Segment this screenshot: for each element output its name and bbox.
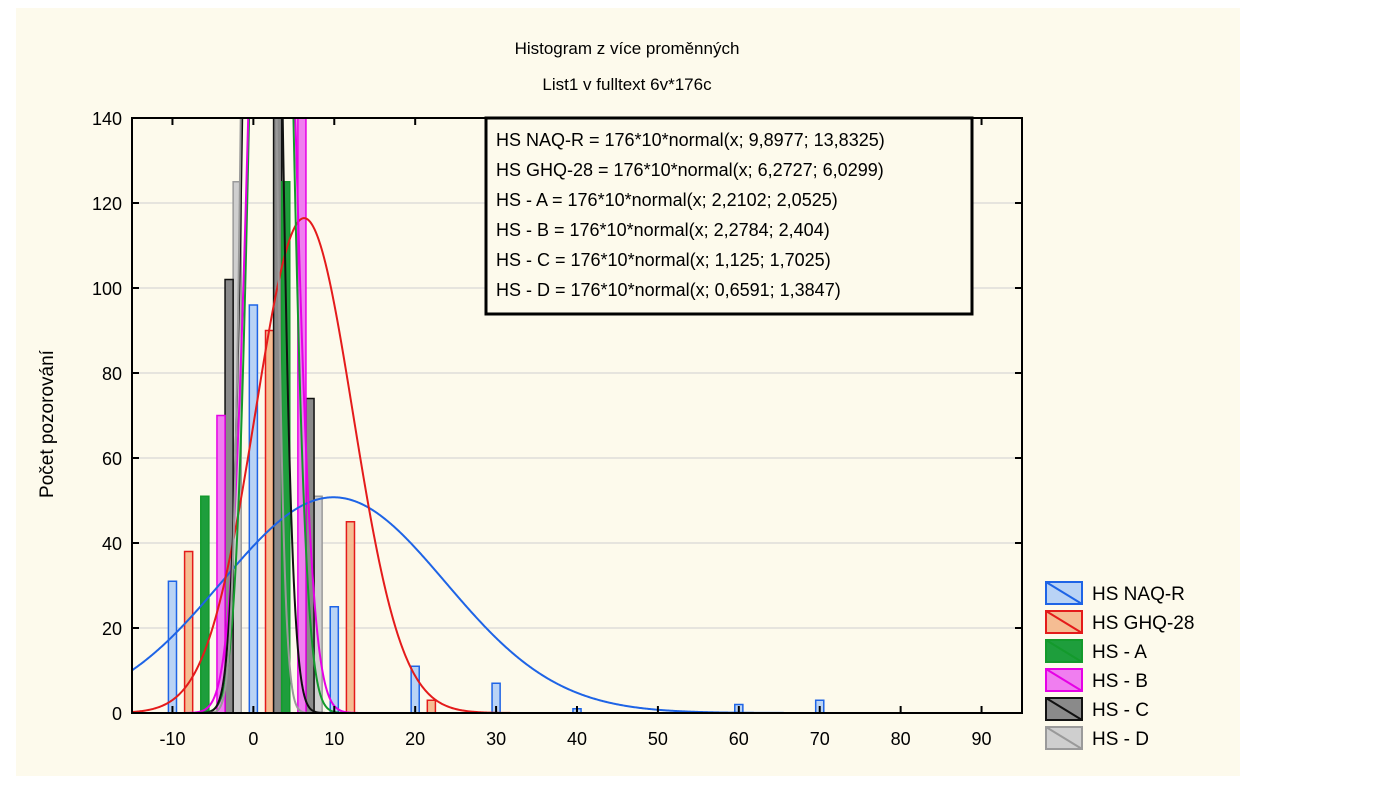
x-tick-label: 40 [567,729,587,749]
y-tick-label: 120 [92,194,122,214]
legend-label: HS GHQ-28 [1092,613,1194,634]
fit-curve [132,496,1022,713]
legend-swatch-line [1045,610,1083,634]
histogram-bar [410,665,420,714]
chart-subtitle: List1 v fulltext 6v*176c [542,75,712,94]
fit-curve [132,118,1022,713]
x-tick-label: 90 [972,729,992,749]
legend-item-hs-ghq-28: HS GHQ-28 [1045,610,1194,634]
histogram-bar [183,550,194,714]
legend-item-hs-d: HS - D [1045,726,1149,750]
axis-ticks: 0 20 40 60 80 100 120 140 -10 0 10 20 30 40 50 60 70 80 90 [92,109,1022,749]
formula-box: HS NAQ-R = 176*10*normal(x; 9,8977; 13,8… [484,116,974,316]
legend-swatch-line [1045,581,1083,605]
formula-hs-naq-r: HS NAQ-R = 176*10*normal(x; 9,8977; 13,8… [496,130,885,150]
histogram-bar [264,329,275,714]
legend-item-hs-c: HS - C [1045,697,1149,721]
formula-hs-ghq-28: HS GHQ-28 = 176*10*normal(x; 6,2727; 6,0… [496,160,884,180]
formula-hs-d: HS - D = 176*10*normal(x; 0,6591; 1,3847… [496,280,841,300]
normal-fit-curves [132,118,1022,713]
x-tick-label: 0 [248,729,258,749]
y-tick-label: 20 [102,619,122,639]
legend-label: HS NAQ-R [1092,584,1185,605]
histogram-chart: Histogram z více proměnných List1 v full… [37,39,1194,750]
legend-item-hs-a: HS - A [1045,639,1147,663]
legend-swatch-line [1045,668,1083,692]
histogram-bar [329,606,340,714]
chart-title: Histogram z více proměnných [515,39,740,58]
y-tick-label: 40 [102,534,122,554]
legend-label: HS - D [1092,729,1149,750]
legend-label: HS - B [1092,671,1148,692]
x-tick-label: 80 [891,729,911,749]
chart-figure: Histogram z více proměnných List1 v full… [16,8,1240,776]
x-tick-label: 10 [324,729,344,749]
x-tick-label: 50 [648,729,668,749]
legend: HS NAQ-R HS GHQ-28 HS - A HS - B HS - C [1045,581,1194,750]
formula-hs-c: HS - C = 176*10*normal(x; 1,125; 1,7025) [496,250,831,270]
histogram-bar [248,304,259,714]
histogram-bar [426,699,437,714]
formula-box-frame [484,116,974,316]
legend-swatch-line [1045,726,1083,750]
legend-swatch-line [1045,697,1083,721]
y-tick-label: 140 [92,109,122,129]
legend-label: HS - A [1092,642,1147,663]
legend-item-hs-b: HS - B [1045,668,1148,692]
y-tick-label: 0 [112,704,122,724]
x-tick-label: -10 [159,729,185,749]
y-tick-label: 100 [92,279,122,299]
histogram-bar [167,580,178,714]
formula-hs-b: HS - B = 176*10*normal(x; 2,2784; 2,404) [496,220,830,240]
legend-swatch-line [1045,639,1083,663]
x-tick-label: 70 [810,729,830,749]
fit-curve [132,217,1022,713]
x-tick-label: 30 [486,729,506,749]
x-tick-label: 20 [405,729,425,749]
histogram-bar [345,521,356,714]
y-tick-label: 60 [102,449,122,469]
legend-label: HS - C [1092,700,1149,721]
y-tick-label: 80 [102,364,122,384]
legend-item-hs-naq-r: HS NAQ-R [1045,581,1185,605]
x-tick-label: 60 [729,729,749,749]
formula-hs-a: HS - A = 176*10*normal(x; 2,2102; 2,0525… [496,190,838,210]
y-axis-label: Počet pozorování [37,349,58,498]
